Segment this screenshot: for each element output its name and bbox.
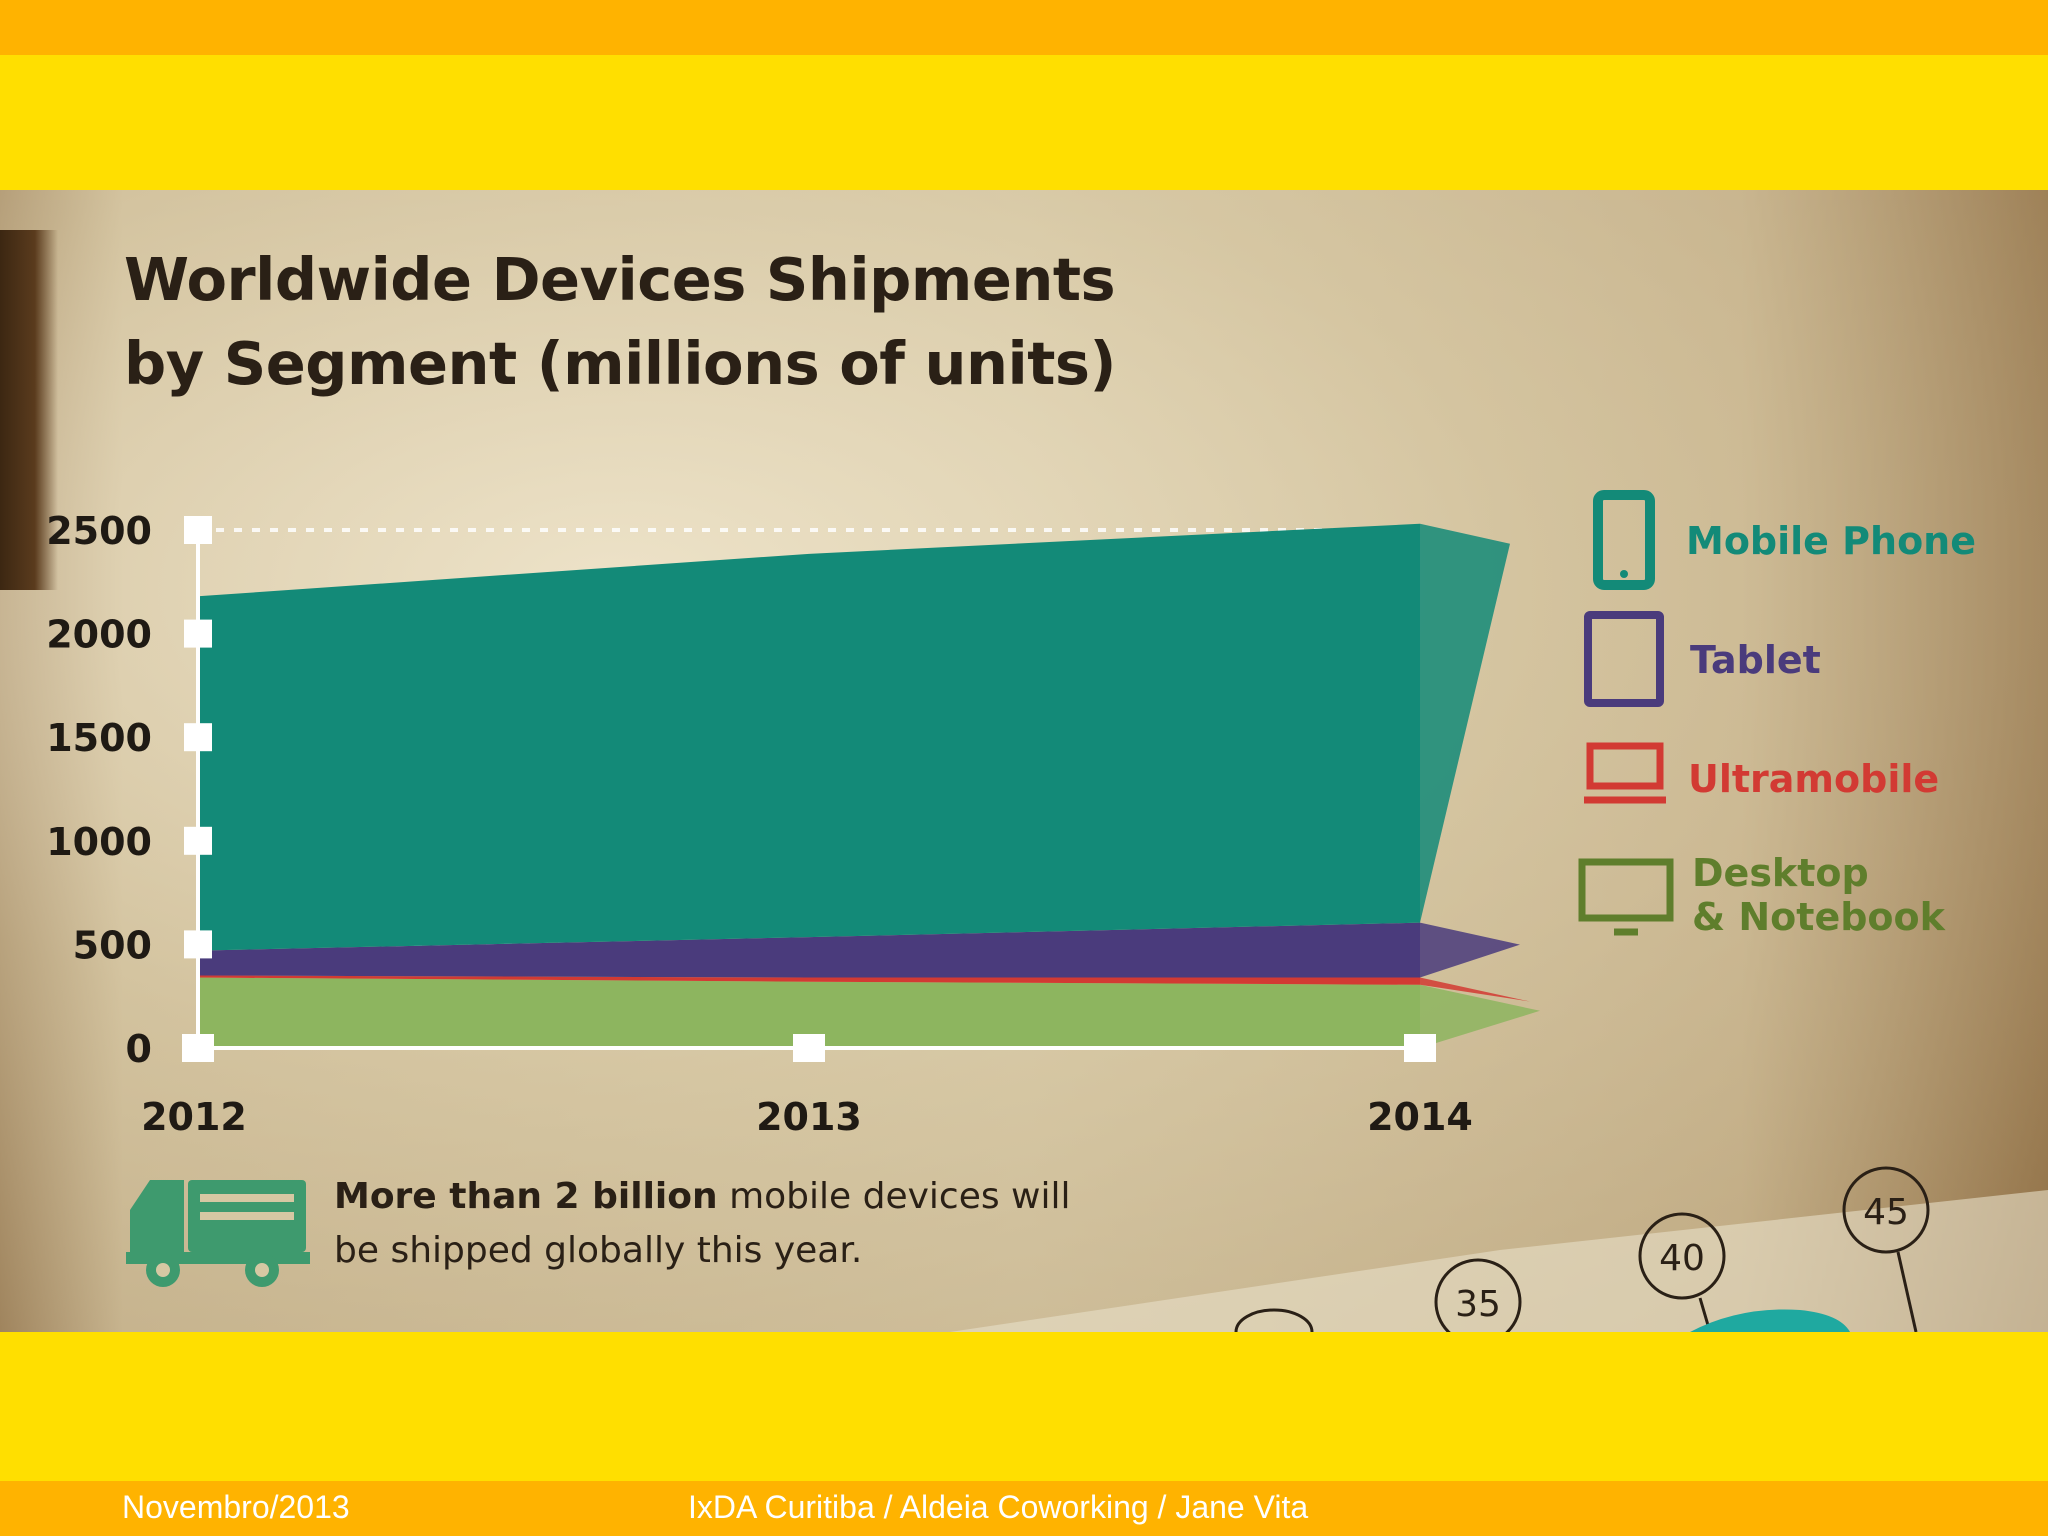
chart-title-line-1: Worldwide Devices Shipments [124, 245, 1116, 314]
y-tick-marker-2500 [184, 516, 212, 544]
decor-number-40: 40 [1659, 1238, 1705, 1279]
decor-circle-35 [1434, 1258, 1522, 1332]
decor-number-45: 45 [1863, 1192, 1909, 1233]
tablet-icon [1584, 611, 1664, 707]
area-mobile-phone-side-wedge [1420, 523, 1510, 923]
decorative-number-circles: 35 40 45 [950, 1166, 2048, 1332]
decor-circle-partial [1234, 1308, 1314, 1332]
y-tick-label-2000: 2000 [46, 613, 152, 657]
note-rest-line1: mobile devices will [717, 1176, 1071, 1217]
x-tick-marker-2014 [1404, 1034, 1436, 1062]
mobile-phone-icon [1593, 490, 1655, 590]
decor-circle-45 [1842, 1166, 1930, 1254]
y-tick-marker-500 [184, 930, 212, 959]
infographic-image: Worldwide Devices Shipments by Segment (… [0, 190, 2048, 1332]
shipment-note: More than 2 billion mobile devices will … [334, 1170, 1134, 1278]
area-ultramobile-side-wedge [1420, 977, 1530, 1002]
x-axis-ticks: 2012 2013 2014 [141, 1034, 1473, 1139]
x-tick-label-2013: 2013 [756, 1095, 862, 1139]
left-edge-shadow [0, 230, 58, 590]
area-desktop-notebook [198, 977, 1420, 1048]
y-tick-label-500: 500 [73, 923, 152, 967]
legend-label-notebook: & Notebook [1692, 895, 1946, 939]
legend-label-desktop: Desktop [1692, 851, 1869, 895]
chart-title: Worldwide Devices Shipments by Segment (… [124, 238, 1117, 406]
chart-title-line-2: by Segment (millions of units) [124, 329, 1117, 398]
legend-label-mobile-phone: Mobile Phone [1686, 519, 1976, 563]
ultramobile-laptop-icon [1584, 742, 1666, 804]
note-line2: be shipped globally this year. [334, 1230, 863, 1271]
footer-credit: IxDA Curitiba / Aldeia Coworking / Jane … [688, 1489, 1309, 1525]
legend-label-tablet: Tablet [1690, 638, 1821, 682]
area-tablet [198, 922, 1420, 978]
footer-date: Novembro/2013 [122, 1489, 350, 1525]
stacked-area-chart: 0 500 1000 1500 2000 2500 2012 2013 2014 Mobile… [46, 490, 2048, 1332]
area-desktop-notebook-side-wedge [1420, 984, 1540, 1048]
bottom-yellow-area [0, 1332, 2048, 1481]
area-tablet-side-wedge [1420, 922, 1520, 978]
legend: Mobile Phone Tablet Ultramobile Desktop … [1578, 490, 1976, 939]
x-tick-label-2014: 2014 [1367, 1095, 1473, 1139]
y-axis-ticks: 0 500 1000 1500 2000 2500 [46, 509, 212, 1071]
top-yellow-area [0, 55, 2048, 190]
y-tick-label-0: 0 [126, 1027, 152, 1071]
decor-stem-45 [1896, 1251, 1918, 1332]
y-tick-marker-1000 [184, 826, 212, 855]
x-tick-marker-2012 [182, 1034, 214, 1062]
light-diagonal-panel [950, 1190, 2048, 1332]
y-tick-label-1000: 1000 [46, 820, 152, 864]
decor-circle-40 [1638, 1212, 1726, 1300]
desktop-monitor-icon [1578, 858, 1674, 936]
x-tick-label-2012: 2012 [141, 1095, 247, 1139]
teal-blob-decor [1690, 1309, 1850, 1332]
top-orange-band [0, 0, 2048, 55]
decor-number-35: 35 [1455, 1284, 1501, 1325]
area-series [198, 523, 1540, 1048]
area-ultramobile [198, 975, 1420, 985]
area-mobile-phone [198, 523, 1420, 951]
delivery-truck-icon [126, 1180, 310, 1287]
bottom-orange-band [0, 1481, 2048, 1536]
note-bold: More than 2 billion [334, 1176, 718, 1217]
legend-label-ultramobile: Ultramobile [1688, 757, 1939, 801]
y-tick-marker-2000 [184, 619, 212, 648]
y-tick-marker-1500 [184, 723, 212, 752]
y-tick-label-1500: 1500 [46, 716, 152, 760]
y-tick-label-2500: 2500 [46, 509, 152, 553]
x-tick-marker-2013 [793, 1034, 825, 1062]
